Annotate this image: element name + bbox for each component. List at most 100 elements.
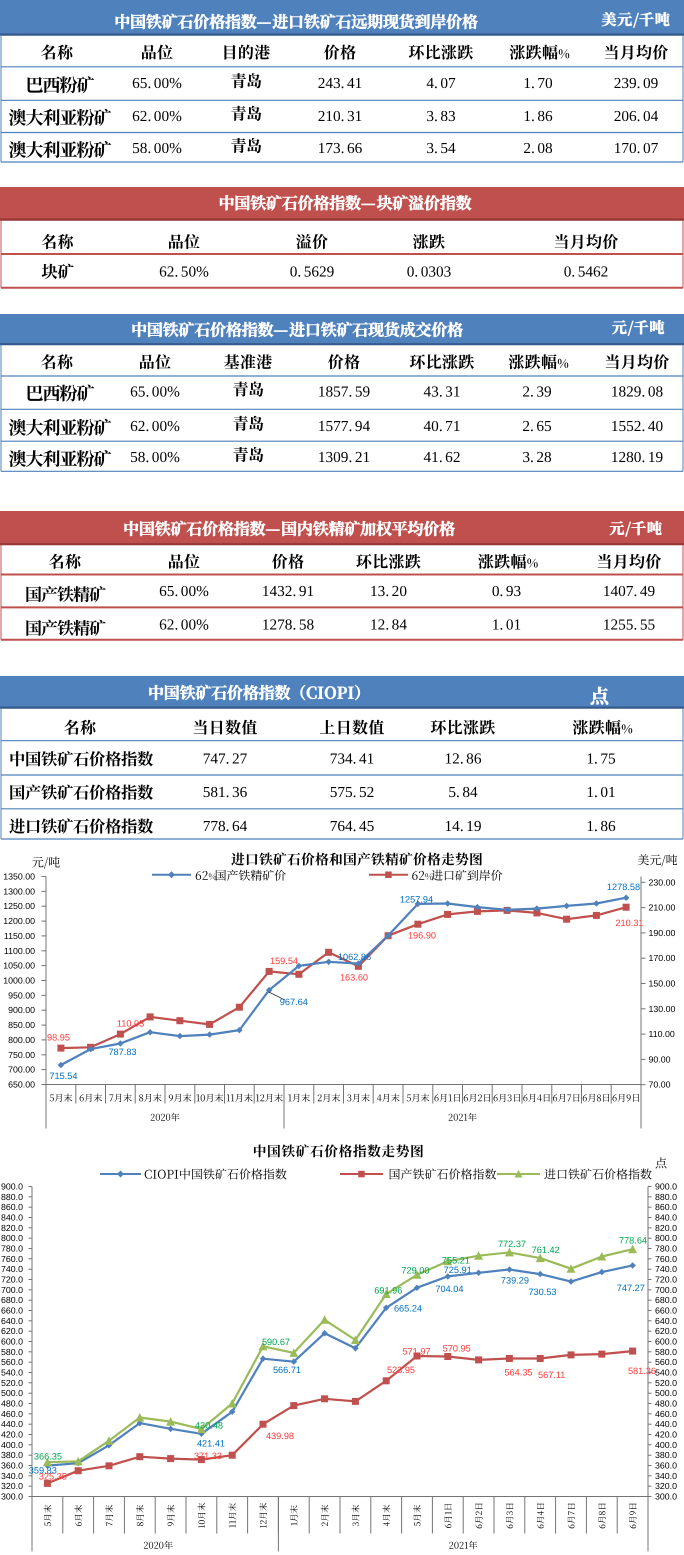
svg-text:480.0: 480.0 (1, 1399, 23, 1409)
svg-text:1278. 58: 1278. 58 (262, 617, 315, 634)
svg-text:460.0: 460.0 (655, 1409, 677, 1419)
svg-text:523.95: 523.95 (387, 1365, 415, 1375)
svg-text:1. 75: 1. 75 (586, 751, 616, 768)
svg-text:900.0: 900.0 (1, 1182, 23, 1192)
svg-text:420.0: 420.0 (1, 1430, 23, 1440)
svg-text:760.0: 760.0 (655, 1254, 677, 1264)
svg-text:14. 19: 14. 19 (445, 818, 482, 835)
svg-text:580.0: 580.0 (1, 1347, 23, 1357)
svg-text:170.00: 170.00 (649, 953, 676, 963)
svg-text:1. 01: 1. 01 (492, 617, 521, 634)
svg-text:520.0: 520.0 (655, 1378, 677, 1388)
svg-text:3. 54: 3. 54 (426, 140, 456, 157)
svg-text:150.00: 150.00 (649, 979, 676, 989)
svg-text:764. 45: 764. 45 (330, 818, 375, 835)
svg-text:761.42: 761.42 (532, 1245, 560, 1255)
svg-text:567.11: 567.11 (538, 1370, 565, 1380)
svg-text:430.48: 430.48 (195, 1420, 223, 1430)
svg-text:110.00: 110.00 (649, 1029, 675, 1039)
svg-text:1062.86: 1062.86 (338, 952, 371, 962)
svg-text:700.0: 700.0 (1, 1285, 23, 1295)
svg-text:65. 00%: 65. 00% (132, 75, 182, 92)
svg-text:715.54: 715.54 (49, 1071, 77, 1081)
svg-text:421.41: 421.41 (197, 1439, 225, 1449)
svg-text:440.0: 440.0 (655, 1419, 677, 1429)
svg-text:98.95: 98.95 (47, 1033, 70, 1043)
svg-text:440.0: 440.0 (1, 1419, 23, 1429)
svg-text:2. 08: 2. 08 (523, 140, 553, 157)
svg-text:1552. 40: 1552. 40 (611, 418, 664, 435)
svg-text:740.0: 740.0 (655, 1264, 677, 1274)
svg-text:860.0: 860.0 (1, 1202, 23, 1212)
svg-text:210.31: 210.31 (615, 918, 643, 928)
svg-text:206. 04: 206. 04 (614, 108, 659, 125)
svg-text:729.00: 729.00 (401, 1265, 429, 1275)
svg-text:439.98: 439.98 (266, 1431, 294, 1441)
svg-text:880.0: 880.0 (655, 1192, 677, 1202)
svg-text:359.83: 359.83 (29, 1465, 57, 1475)
svg-text:371.33: 371.33 (194, 1451, 222, 1461)
svg-text:110.03: 110.03 (117, 1019, 144, 1029)
svg-text:967.64: 967.64 (280, 997, 308, 1007)
svg-text:1150.00: 1150.00 (4, 931, 35, 941)
svg-text:1100.00: 1100.00 (4, 946, 35, 956)
svg-text:880.0: 880.0 (1, 1192, 23, 1202)
svg-text:43. 31: 43. 31 (424, 384, 461, 401)
svg-text:62. 00%: 62. 00% (132, 108, 182, 125)
svg-text:366.35: 366.35 (34, 1451, 62, 1461)
svg-text:173. 66: 173. 66 (318, 140, 363, 157)
svg-text:620.0: 620.0 (1, 1326, 23, 1336)
svg-text:600.0: 600.0 (655, 1337, 677, 1347)
svg-text:566.71: 566.71 (273, 1365, 301, 1375)
svg-text:739.29: 739.29 (501, 1276, 529, 1286)
svg-text:900.00: 900.00 (8, 1005, 35, 1015)
svg-text:480.0: 480.0 (655, 1399, 677, 1409)
svg-text:680.0: 680.0 (1, 1295, 23, 1305)
svg-text:620.0: 620.0 (655, 1326, 677, 1336)
svg-text:665.24: 665.24 (394, 1303, 422, 1313)
svg-text:1. 70: 1. 70 (523, 75, 553, 92)
svg-text:640.0: 640.0 (655, 1316, 677, 1326)
svg-text:3. 28: 3. 28 (522, 449, 552, 466)
svg-text:12. 84: 12. 84 (370, 617, 407, 634)
svg-text:1250.00: 1250.00 (3, 901, 35, 911)
svg-text:325.35: 325.35 (39, 1472, 67, 1482)
svg-text:680.0: 680.0 (655, 1295, 677, 1305)
svg-text:360.0: 360.0 (655, 1461, 677, 1471)
svg-text:70.00: 70.00 (649, 1080, 671, 1090)
svg-text:210.00: 210.00 (649, 903, 676, 913)
svg-text:660.0: 660.0 (1, 1306, 23, 1316)
svg-text:1280. 19: 1280. 19 (611, 449, 664, 466)
svg-text:2. 39: 2. 39 (522, 384, 552, 401)
svg-text:1577. 94: 1577. 94 (318, 418, 371, 435)
svg-text:1278.58: 1278.58 (607, 882, 640, 892)
svg-text:40. 71: 40. 71 (424, 418, 461, 435)
svg-text:0. 93: 0. 93 (492, 583, 522, 600)
svg-text:340.0: 340.0 (1, 1471, 23, 1481)
svg-text:400.0: 400.0 (655, 1440, 677, 1450)
svg-text:340.0: 340.0 (655, 1471, 677, 1481)
svg-text:540.0: 540.0 (1, 1368, 23, 1378)
svg-text:840.0: 840.0 (1, 1213, 23, 1223)
svg-text:320.0: 320.0 (655, 1481, 677, 1491)
svg-text:1350.00: 1350.00 (3, 872, 35, 882)
svg-text:90.00: 90.00 (649, 1054, 671, 1064)
svg-text:660.0: 660.0 (655, 1306, 677, 1316)
svg-text:0. 5462: 0. 5462 (564, 264, 609, 281)
svg-text:650.00: 650.00 (8, 1080, 35, 1090)
svg-text:210. 31: 210. 31 (318, 108, 363, 125)
svg-text:0. 0303: 0. 0303 (407, 264, 452, 281)
svg-text:734. 41: 734. 41 (330, 751, 375, 768)
svg-text:300.0: 300.0 (1, 1492, 23, 1502)
svg-text:1857. 59: 1857. 59 (318, 384, 371, 401)
svg-text:850.00: 850.00 (8, 1020, 35, 1030)
svg-text:230.00: 230.00 (649, 877, 676, 887)
svg-text:700.00: 700.00 (8, 1065, 35, 1075)
svg-text:1255. 55: 1255. 55 (603, 617, 656, 634)
svg-text:380.0: 380.0 (655, 1450, 677, 1460)
svg-text:540.0: 540.0 (655, 1368, 677, 1378)
svg-text:800.00: 800.00 (8, 1035, 35, 1045)
svg-text:564.35: 564.35 (504, 1368, 532, 1378)
svg-text:755.21: 755.21 (442, 1256, 470, 1266)
svg-text:575. 52: 575. 52 (330, 784, 375, 801)
